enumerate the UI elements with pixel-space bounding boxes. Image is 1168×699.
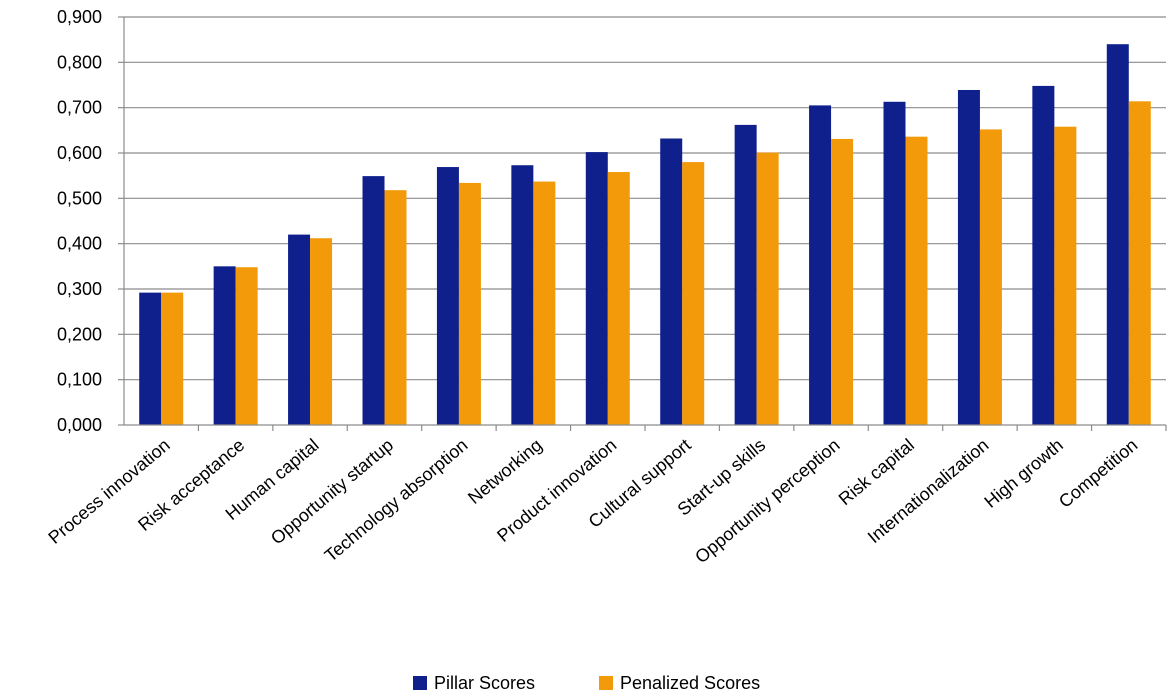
bar-pillar	[363, 176, 385, 425]
x-tick-label: Technology absorption	[321, 435, 472, 566]
bar-penalized	[533, 182, 555, 425]
bar-penalized	[608, 172, 630, 425]
bars	[139, 44, 1151, 425]
bar-penalized	[831, 139, 853, 425]
legend-swatch	[413, 676, 427, 690]
x-tick-label: Opportunity perception	[691, 435, 843, 567]
x-tick-label: Competition	[1055, 435, 1141, 512]
y-tick-label: 0,900	[57, 7, 102, 27]
y-tick-label: 0,600	[57, 143, 102, 163]
bar-penalized	[161, 293, 183, 425]
y-tick-label: 0,200	[57, 324, 102, 344]
bar-penalized	[906, 137, 928, 425]
bar-pillar	[884, 102, 906, 425]
bar-penalized	[236, 267, 258, 425]
bar-pillar	[660, 138, 682, 425]
bar-pillar	[288, 235, 310, 425]
legend-label: Pillar Scores	[434, 673, 535, 693]
x-tick-label: Opportunity startup	[267, 435, 397, 549]
bar-pillar	[809, 105, 831, 425]
x-tick-label: High growth	[980, 435, 1066, 512]
bar-pillar	[437, 167, 459, 425]
bar-pillar	[1032, 86, 1054, 425]
bar-penalized	[1129, 101, 1151, 425]
y-tick-label: 0,000	[57, 415, 102, 435]
bar-penalized	[682, 162, 704, 425]
x-tick-label: Process innovation	[44, 435, 173, 548]
bar-pillar	[1107, 44, 1129, 425]
bar-pillar	[139, 293, 161, 425]
bar-penalized	[459, 183, 481, 425]
bar-pillar	[958, 90, 980, 425]
bar-pillar	[586, 152, 608, 425]
bar-pillar	[214, 266, 236, 425]
bar-penalized	[757, 153, 779, 425]
x-tick-label: Internationalization	[864, 435, 993, 547]
y-tick-label: 0,700	[57, 98, 102, 118]
y-tick-label: 0,400	[57, 234, 102, 254]
axes	[118, 17, 1166, 431]
y-tick-label: 0,800	[57, 52, 102, 72]
legend: Pillar Scores Penalized Scores	[413, 673, 760, 693]
bar-pillar	[735, 125, 757, 425]
bar-penalized	[310, 238, 332, 425]
bar-penalized	[980, 129, 1002, 425]
legend-label: Penalized Scores	[620, 673, 760, 693]
y-tick-label: 0,100	[57, 370, 102, 390]
bar-pillar	[511, 165, 533, 425]
legend-swatch	[599, 676, 613, 690]
bar-penalized	[385, 190, 407, 425]
bar-penalized	[1054, 127, 1076, 425]
y-tick-label: 0,300	[57, 279, 102, 299]
gridlines	[124, 17, 1166, 380]
y-tick-label: 0,500	[57, 188, 102, 208]
